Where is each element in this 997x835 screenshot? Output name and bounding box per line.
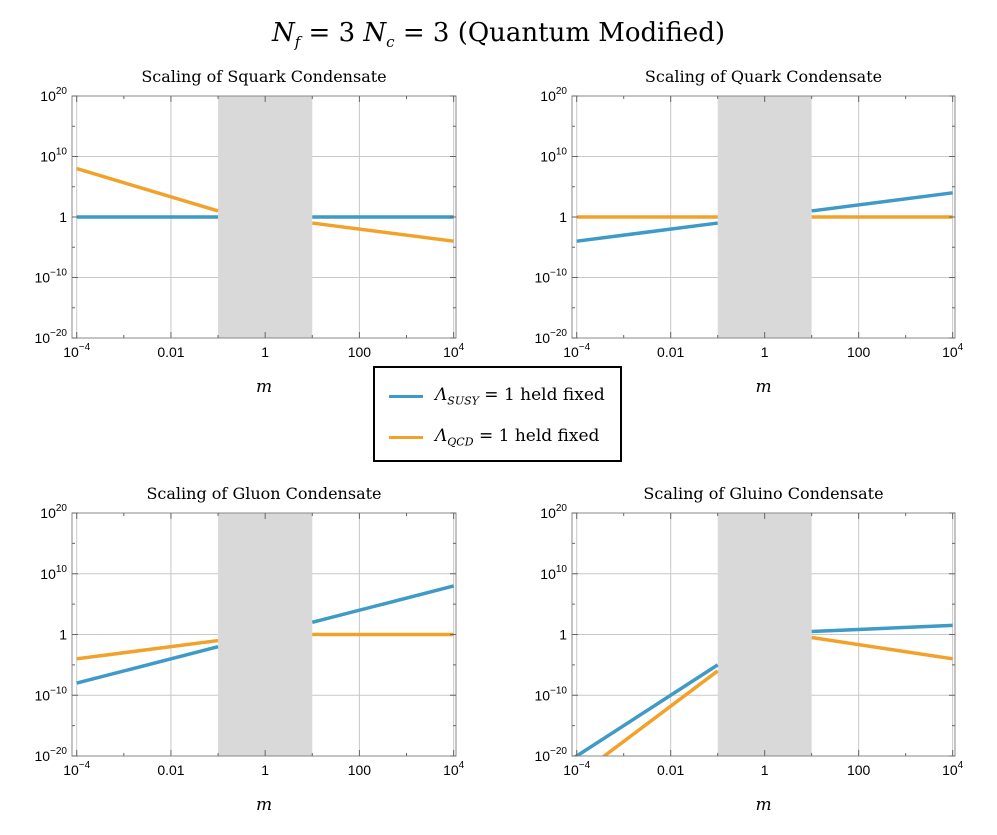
chart-panel-3: 10−4 0.01 1 100 104 1020 1010 1 10−10 10−20 Scalin… xyxy=(34,484,464,815)
x-axis-label: m xyxy=(256,377,272,397)
legend-swatch-susy xyxy=(389,394,423,398)
series-line-qcd xyxy=(601,669,719,756)
chart-panel-4: 10−4 0.01 1 100 104 1020 1010 1 10−10 10−20 Scalin… xyxy=(534,484,963,815)
series-line-susy xyxy=(573,663,719,756)
shaded-region xyxy=(717,96,812,338)
x-tick-label: 104 xyxy=(942,760,964,778)
series-line-susy xyxy=(311,584,455,625)
chart-panel-1: 10−4 0.01 1 100 104 1020 1010 1 10−10 10−20 Scalin… xyxy=(34,67,464,397)
y-tick-label: 1020 xyxy=(540,86,567,104)
y-tick-label: 10−10 xyxy=(34,268,67,286)
legend-label-susy: ΛSUSY = 1 held fixed xyxy=(435,384,605,408)
x-tick-label: 0.01 xyxy=(657,762,684,778)
x-tick-label: 100 xyxy=(847,344,871,360)
legend-swatch-qcd xyxy=(389,435,423,439)
y-tick-label: 1 xyxy=(559,209,567,225)
y-tick-label: 10−20 xyxy=(34,328,67,346)
series-line-qcd xyxy=(76,166,219,213)
y-tick-label: 10−10 xyxy=(34,685,67,703)
x-tick-label: 1 xyxy=(761,762,769,778)
x-tick-label: 0.01 xyxy=(657,344,684,360)
x-tick-label: 10−4 xyxy=(63,342,90,360)
y-tick-label: 1020 xyxy=(40,503,67,521)
x-tick-label: 0.01 xyxy=(157,344,184,360)
y-tick-label: 1010 xyxy=(40,147,67,165)
y-tick-label: 10−20 xyxy=(34,746,67,764)
x-axis-label: m xyxy=(755,795,771,815)
y-tick-label: 1 xyxy=(59,627,67,643)
x-tick-label: 10−4 xyxy=(63,760,90,778)
series-line-susy xyxy=(811,191,953,213)
shaded-region xyxy=(218,513,313,756)
x-tick-label: 1 xyxy=(261,344,269,360)
series-line-susy xyxy=(76,644,219,685)
shaded-region xyxy=(218,96,313,338)
x-tick-label: 100 xyxy=(348,344,372,360)
x-tick-label: 104 xyxy=(942,342,964,360)
x-tick-label: 10−4 xyxy=(563,760,590,778)
legend-entry-susy: ΛSUSY = 1 held fixed xyxy=(389,385,605,407)
x-axis-label: m xyxy=(256,795,272,815)
chart-title: Scaling of Squark Condensate xyxy=(141,67,386,86)
series-line-qcd xyxy=(76,638,219,661)
x-tick-label: 100 xyxy=(348,762,372,778)
y-tick-label: 10−20 xyxy=(534,746,567,764)
x-tick-label: 104 xyxy=(443,342,465,360)
chart-title: Scaling of Quark Condensate xyxy=(645,67,882,86)
series-line-qcd xyxy=(811,635,953,661)
series-line-qcd xyxy=(312,221,454,243)
y-tick-label: 1010 xyxy=(540,147,567,165)
chart-title: Scaling of Gluino Condensate xyxy=(643,484,883,503)
series-line-susy xyxy=(811,623,953,634)
figure-title: Nf = 3 Nc = 3 (Quantum Modified) xyxy=(271,18,726,52)
series-line-susy xyxy=(576,221,718,243)
y-tick-label: 1010 xyxy=(540,564,567,582)
shaded-region xyxy=(717,513,812,756)
x-tick-label: 0.01 xyxy=(157,762,184,778)
x-tick-label: 1 xyxy=(761,344,769,360)
chart-panel-2: 10−4 0.01 1 100 104 1020 1010 1 10−10 10−20 Scalin… xyxy=(534,67,963,397)
y-tick-label: 1 xyxy=(559,627,567,643)
y-tick-label: 1020 xyxy=(540,503,567,521)
x-axis-label: m xyxy=(755,377,771,397)
legend: ΛSUSY = 1 held fixed ΛQCD = 1 held fixed xyxy=(373,366,622,462)
x-tick-label: 10−4 xyxy=(563,342,590,360)
y-tick-label: 1 xyxy=(59,209,67,225)
y-tick-label: 10−10 xyxy=(534,268,567,286)
y-tick-label: 1020 xyxy=(40,86,67,104)
legend-entry-qcd: ΛQCD = 1 held fixed xyxy=(389,426,599,448)
y-tick-label: 10−10 xyxy=(534,685,567,703)
y-tick-label: 10−20 xyxy=(534,328,567,346)
x-tick-label: 100 xyxy=(847,762,871,778)
x-tick-label: 1 xyxy=(261,762,269,778)
y-tick-label: 1010 xyxy=(40,564,67,582)
chart-title: Scaling of Gluon Condensate xyxy=(146,484,381,503)
x-tick-label: 104 xyxy=(443,760,465,778)
legend-label-qcd: ΛQCD = 1 held fixed xyxy=(435,425,600,449)
